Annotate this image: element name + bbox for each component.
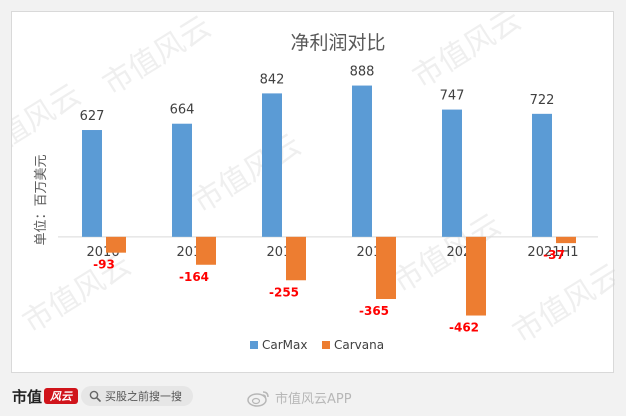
watermark-text-0: 市值风云 xyxy=(97,12,217,103)
brand-name: 市值 xyxy=(12,387,43,406)
watermark-text-2: 市值风云 xyxy=(187,127,307,220)
bar-carvana-2020 xyxy=(466,236,486,316)
legend-swatch-carvana xyxy=(322,341,330,349)
weibo-icon xyxy=(247,390,269,407)
footer-bar: 市值 风云 买股之前搜一搜 市值风云APP xyxy=(0,378,626,416)
chart-card: 市值风云 市值风云 市值风云 市值风云 市值风云 市值风云 市值风云 净利润对比 单位：百万美元… xyxy=(11,11,615,373)
x-tick-label: 2021H1 xyxy=(527,245,578,260)
bar-carvana-2018 xyxy=(286,236,306,281)
data-label: 842 xyxy=(260,72,285,87)
weibo-credit: 市值风云APP xyxy=(247,388,352,407)
bar-carmax-2016 xyxy=(82,130,102,237)
bar-carmax-2017 xyxy=(172,123,192,237)
data-label: -255 xyxy=(269,285,299,299)
search-icon xyxy=(89,390,101,402)
watermark-text-1: 市值风云 xyxy=(407,12,527,96)
data-label: -462 xyxy=(449,321,479,335)
brand-logo: 市值 风云 xyxy=(12,386,79,406)
weibo-credit-text: 市值风云APP xyxy=(275,392,352,407)
legend-label-carvana: Carvana xyxy=(334,338,384,352)
data-label: 747 xyxy=(440,89,465,104)
bar-carvana-2016 xyxy=(106,236,126,253)
data-label: 664 xyxy=(170,103,195,118)
data-label: 627 xyxy=(80,109,105,124)
bar-carmax-2021H1 xyxy=(532,113,552,237)
bar-carvana-2019 xyxy=(376,236,396,300)
brand-seal: 风云 xyxy=(44,388,79,404)
data-label: 722 xyxy=(530,93,555,108)
data-label: -37 xyxy=(543,248,565,262)
data-label: -93 xyxy=(93,258,115,272)
watermark-text-6: 市值风云 xyxy=(12,77,87,170)
bar-carvana-2021H1 xyxy=(556,236,576,244)
bar-carmax-2019 xyxy=(352,85,372,237)
search-placeholder: 买股之前搜一搜 xyxy=(105,390,182,403)
data-label: 888 xyxy=(350,65,375,80)
unit-label: 单位：百万美元 xyxy=(34,154,49,245)
watermark-text-5: 市值风云 xyxy=(507,257,615,350)
bar-carmax-2018 xyxy=(262,93,282,237)
legend-label-carmax: CarMax xyxy=(262,338,307,352)
search-box[interactable]: 买股之前搜一搜 xyxy=(81,386,193,406)
bar-carvana-2017 xyxy=(196,236,216,265)
bar-carmax-2020 xyxy=(442,109,462,237)
data-label: -365 xyxy=(359,304,389,318)
data-label: -164 xyxy=(179,270,209,284)
chart-title: 净利润对比 xyxy=(290,32,385,54)
legend-swatch-carmax xyxy=(250,341,258,349)
watermark-text-3: 市值风云 xyxy=(17,247,137,340)
